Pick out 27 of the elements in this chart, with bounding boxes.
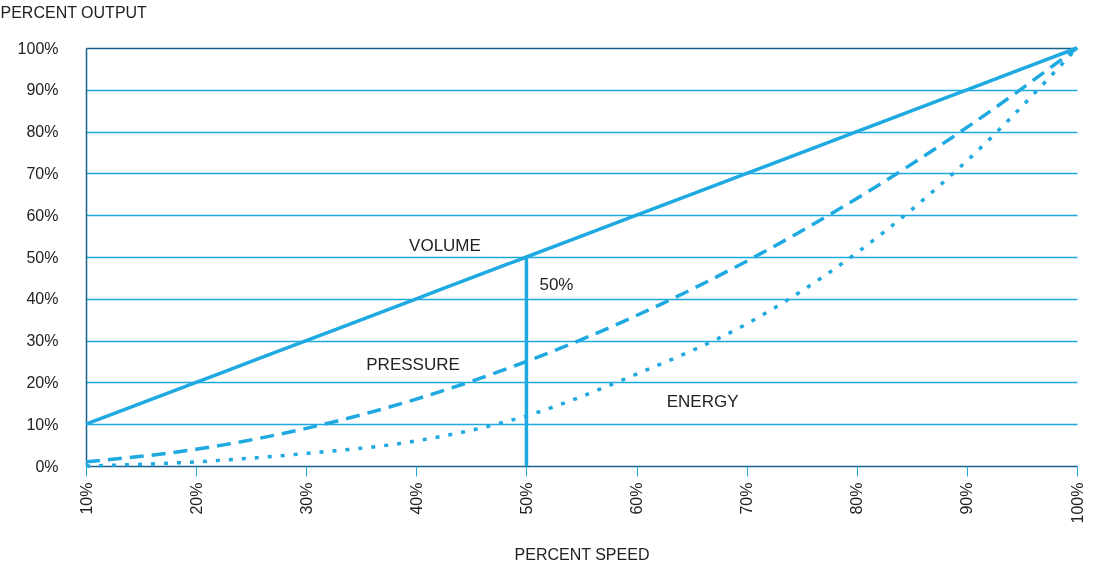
y-tick-label: 100%	[17, 39, 59, 57]
y-axis-title: PERCENT OUTPUT	[0, 3, 148, 21]
series-label: 50%	[539, 275, 574, 295]
x-tick-label: 20%	[187, 482, 205, 515]
y-tick-label: 40%	[26, 290, 59, 308]
y-tick-label: 70%	[26, 164, 59, 182]
x-axis-title: PERCENT SPEED	[514, 546, 650, 564]
y-tick-label: 80%	[26, 123, 59, 141]
y-tick-label: 90%	[26, 81, 59, 99]
x-tick-label: 40%	[407, 482, 425, 515]
x-tick-label: 10%	[77, 482, 95, 515]
y-tick-label: 50%	[26, 248, 59, 266]
y-tick-label: 10%	[26, 415, 59, 433]
y-tick-label: 60%	[26, 206, 59, 224]
y-tick-label: 20%	[26, 373, 59, 391]
y-tick-label: 0%	[35, 457, 59, 475]
x-tick-label: 100%	[1068, 482, 1086, 524]
x-tick-label: 50%	[517, 482, 535, 515]
x-tick-label: 70%	[738, 482, 756, 515]
x-tick-label: 30%	[297, 482, 315, 515]
x-tick-label: 80%	[848, 482, 866, 515]
series-label: PRESSURE	[366, 355, 460, 374]
y-tick-label: 30%	[26, 332, 59, 350]
x-tick-label: 60%	[628, 482, 646, 515]
x-tick-label: 90%	[958, 482, 976, 515]
series-label: VOLUME	[409, 235, 481, 255]
series-label: ENERGY	[666, 391, 739, 411]
